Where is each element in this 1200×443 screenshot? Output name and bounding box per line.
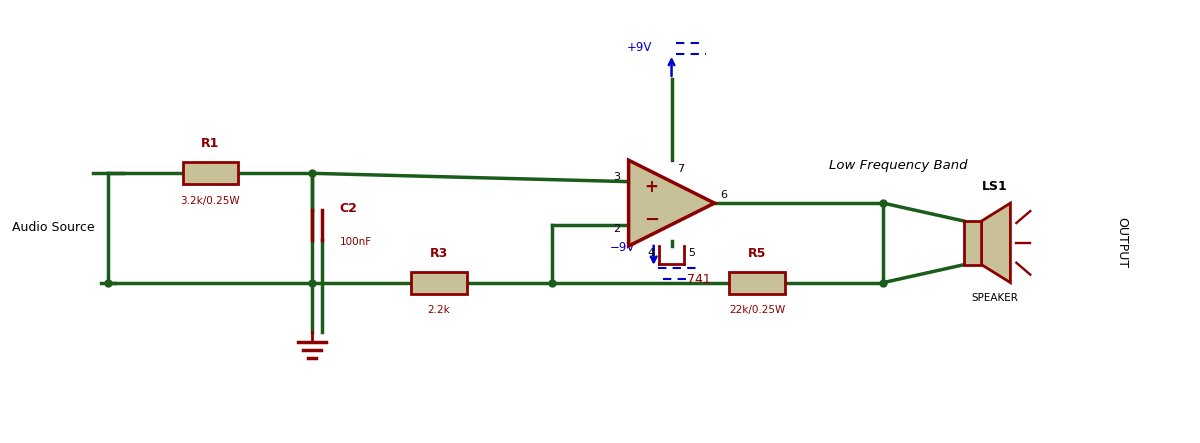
FancyBboxPatch shape [412,272,467,294]
Text: 3.2k/0.25W: 3.2k/0.25W [181,196,240,206]
Text: LS1: LS1 [982,180,1007,193]
FancyBboxPatch shape [730,272,785,294]
Text: 100nF: 100nF [340,237,372,247]
Text: +9V: +9V [626,41,653,54]
FancyBboxPatch shape [182,163,239,184]
Text: 6: 6 [720,190,727,200]
Text: +: + [644,178,659,196]
Text: C2: C2 [340,202,358,215]
Text: R5: R5 [748,247,766,260]
Text: −9V: −9V [610,241,635,254]
Polygon shape [982,203,1010,283]
Polygon shape [629,160,714,246]
Text: 3: 3 [613,172,620,182]
Text: Audio Source: Audio Source [12,222,95,234]
Text: −: − [644,210,659,229]
Text: SPEAKER: SPEAKER [971,292,1018,303]
Text: OUTPUT: OUTPUT [1115,218,1128,268]
Text: 741: 741 [688,273,712,286]
Text: 2.2k: 2.2k [427,306,450,315]
FancyBboxPatch shape [964,221,982,265]
Text: R3: R3 [430,247,448,260]
Text: 5: 5 [689,248,696,258]
Text: 22k/0.25W: 22k/0.25W [728,306,785,315]
Text: 7: 7 [678,164,685,174]
Text: 2: 2 [613,224,620,233]
Text: Low Frequency Band: Low Frequency Band [828,159,967,172]
Text: R1: R1 [202,137,220,151]
Text: 4: 4 [648,248,655,258]
